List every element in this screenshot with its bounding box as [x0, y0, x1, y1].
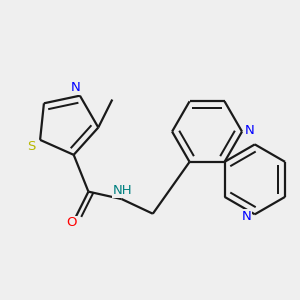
Text: O: O: [67, 216, 77, 230]
Text: N: N: [242, 210, 252, 223]
Text: N: N: [245, 124, 255, 137]
Text: NH: NH: [113, 184, 133, 197]
Text: N: N: [70, 81, 80, 94]
Text: S: S: [27, 140, 35, 153]
